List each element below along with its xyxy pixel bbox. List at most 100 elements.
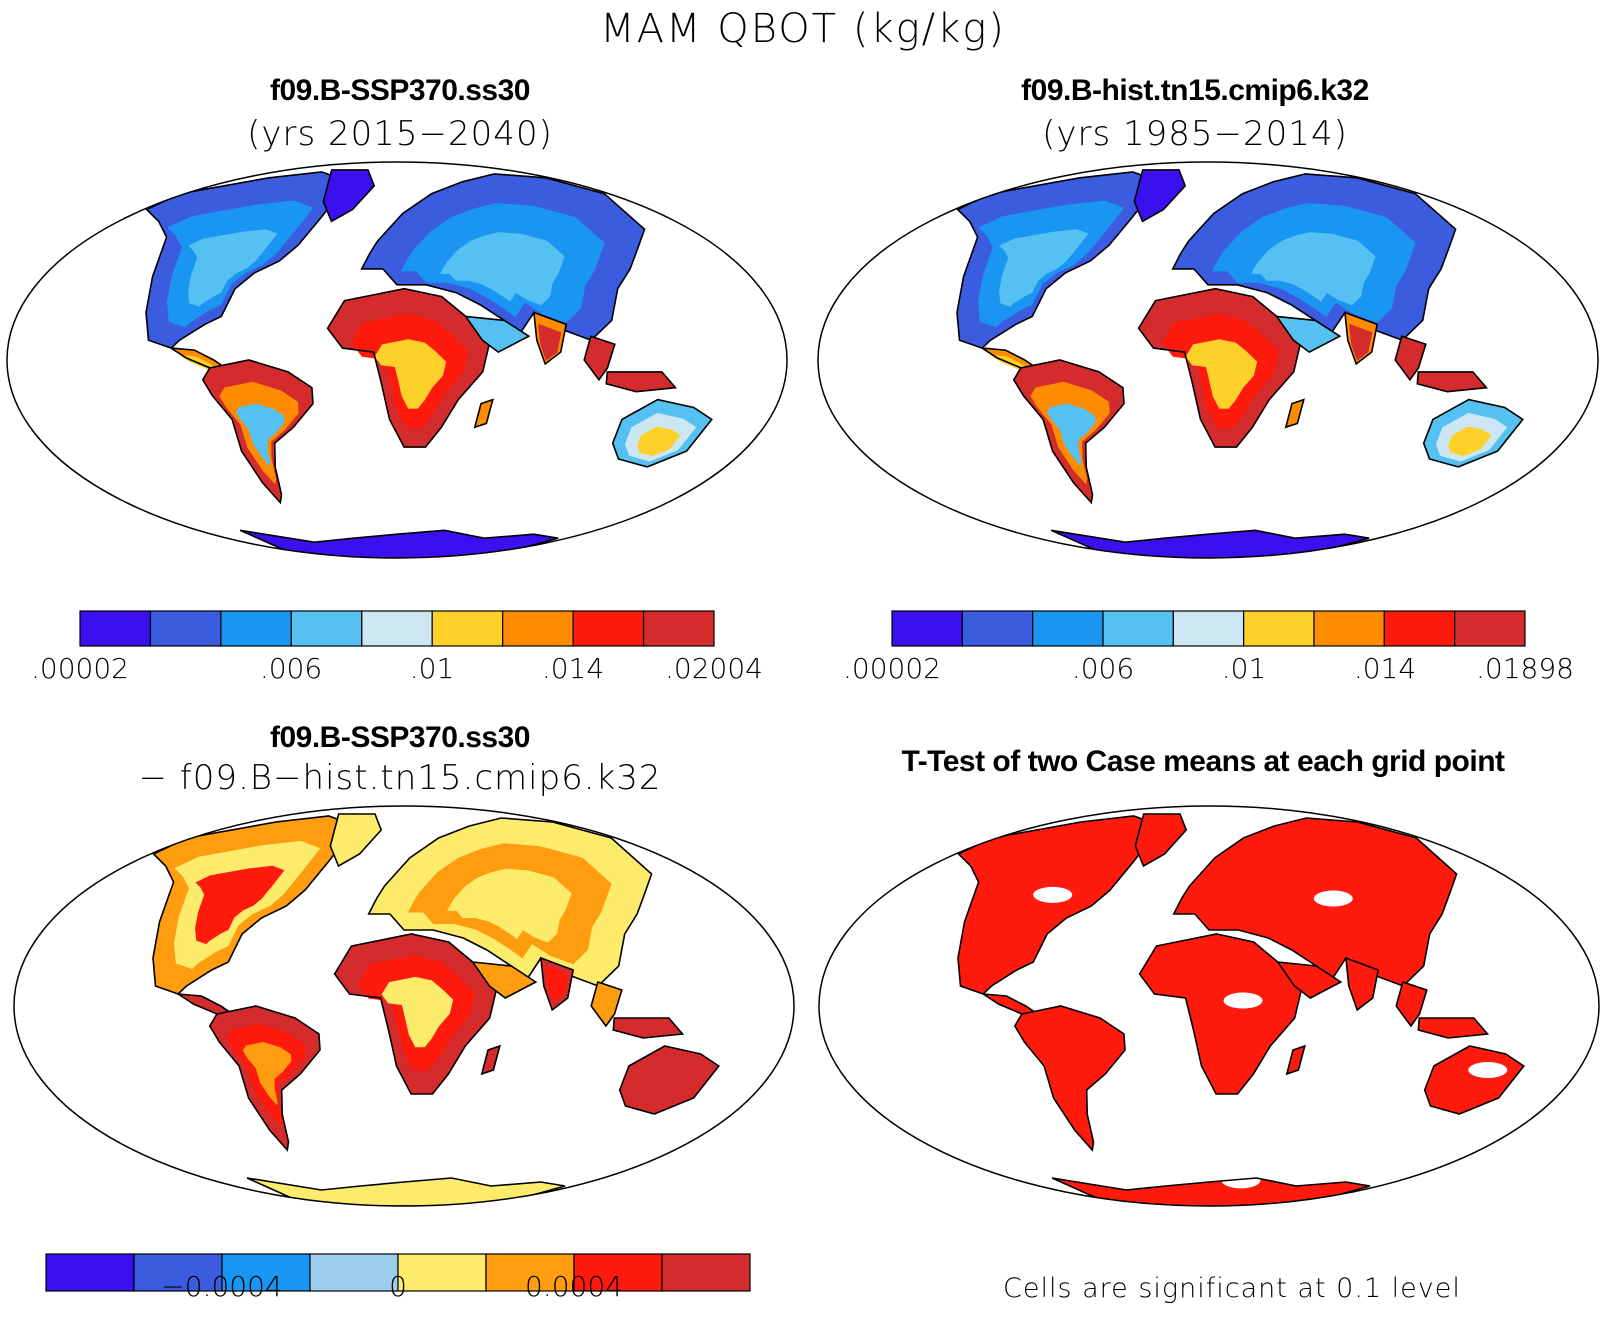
colorbar-box [1032,610,1104,647]
land-namerica-band [195,865,285,945]
land-greenland [330,814,382,866]
panel3-title: f09.B-SSP370.ss30 [269,721,531,754]
land-india-band [1349,323,1373,361]
land-africa [1138,288,1302,448]
land-greenland [1134,169,1186,222]
coastline-namerica [152,815,358,995]
coastline-africa [1138,933,1304,1095]
land-australia-band [637,426,681,457]
land-samerica-band [226,1024,306,1128]
land-australia [1423,399,1523,467]
panel2-title: f09.B-hist.tn15.cmip6.k32 [1021,74,1369,107]
land-india-band [538,323,562,361]
colorbar3-tick-label: 0 [389,1270,407,1303]
coastline-samerica [1013,1005,1126,1152]
land-madagascar [1286,1046,1305,1074]
coastline-greenland [322,169,376,223]
coastline-centralam [982,993,1041,1015]
insignificant-patch [1223,992,1263,1009]
land-indonesia [1418,1018,1488,1038]
coastline-samerica [1012,359,1125,505]
land-africa-band [358,955,476,1071]
land-indonesia [1417,371,1487,392]
map-ocean [7,162,787,558]
land-africa-band [1162,313,1280,428]
coastline-india [1344,956,1380,1012]
land-samerica [1014,1006,1125,1150]
colorbar-box [1383,610,1456,647]
colorbar-box [79,610,152,647]
land-eurasia [361,173,645,341]
coastline-seasia [590,980,623,1028]
land-eurasia-band [1251,232,1376,306]
colorbar3-tick-label: −0.0004 [161,1270,283,1303]
land-antarctica [1051,530,1370,558]
land-greenland [1135,814,1187,866]
land-namerica [957,171,1161,349]
land-eurasia [368,818,652,986]
coastline-africa [333,933,499,1095]
land-india [533,312,567,364]
coastline-indonesia [605,371,678,393]
coastline-madagascar [1284,398,1305,429]
land-antarctica [247,1178,566,1206]
colorbar-box [1313,610,1385,647]
coastline-samerica [208,1005,321,1152]
colorbar-box [220,610,292,647]
colorbar3-tick-label: 0.0004 [525,1270,623,1303]
panel2-subtitle: (yrs 1985−2014) [1042,114,1348,154]
land-australia-band [1435,413,1508,462]
coastline-australia [618,1045,720,1115]
coastline-antarctica [246,1177,566,1206]
colorbar2-tick-label: .00002 [843,652,941,685]
land-namerica-band [978,200,1125,328]
panel1-subtitle: (yrs 2015−2040) [247,114,553,154]
land-eurasia [1172,173,1456,341]
land-seasia [591,982,622,1026]
colorbar-box [45,1253,135,1292]
coastline-australia [611,398,713,468]
land-samerica-band [242,1042,292,1106]
colorbar-box [361,610,433,647]
land-eurasia-band [400,203,605,323]
land-samerica-band [219,381,299,485]
coastline-namerica [956,171,1162,350]
land-samerica-band [235,403,285,467]
colorbar-box [891,610,963,647]
coastline-eurasia [360,173,646,342]
land-antarctica [1052,1178,1371,1206]
land-indonesia [613,1018,683,1038]
coastline-samerica [201,359,314,505]
map-border [818,805,1600,1207]
colorbar1-tick-label: .01 [409,652,455,685]
land-india-band [545,965,569,1003]
coastline-seasia [1394,335,1427,382]
land-namerica [153,816,357,994]
colorbar2-tick-label: .014 [1353,652,1417,685]
land-samerica [1013,360,1124,503]
land-namerica [146,171,350,349]
colorbar1-tick-label: .00002 [31,652,129,685]
map-ocean [819,806,1599,1206]
land-india [1345,958,1379,1010]
land-samerica [202,360,313,503]
land-africa-band [351,313,469,428]
insignificant-patch [1033,886,1073,903]
land-australia [619,1046,719,1114]
coastline-namerica [145,171,351,350]
coastline-arabia [464,315,531,354]
land-seasia [584,336,615,380]
land-indonesia [606,371,676,392]
map-border [13,805,795,1207]
land-africa [334,934,498,1094]
coastline-seasia [1395,980,1428,1028]
land-africa-band [1185,339,1258,409]
coastline-antarctica [1050,529,1370,558]
colorbar-box [1454,610,1526,647]
figure-title: MAM QBOT (kg/kg) [600,6,1006,52]
coastline-madagascar [1285,1044,1306,1076]
land-arabia [1277,962,1341,998]
map-ocean [818,162,1598,558]
coastline-indonesia [1416,371,1489,393]
land-namerica [958,816,1162,994]
